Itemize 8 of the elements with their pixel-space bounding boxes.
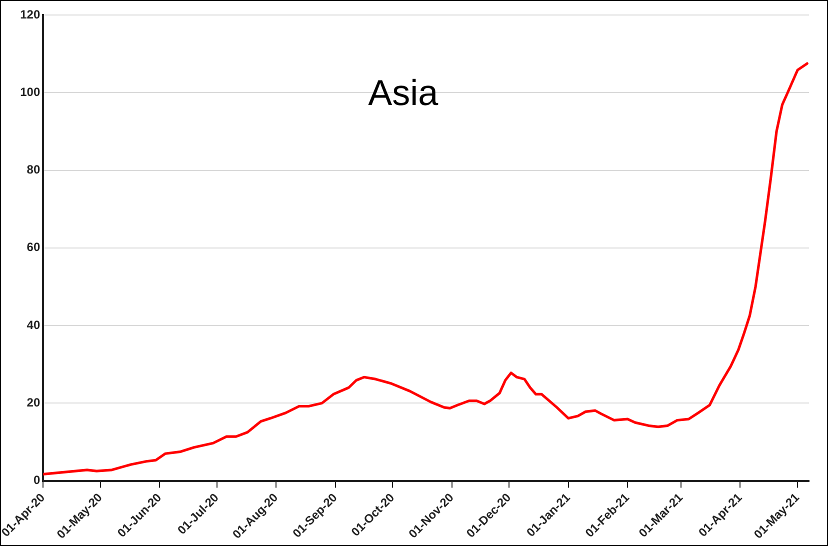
y-tick-label: 60 bbox=[26, 240, 40, 254]
text: Asia bbox=[368, 72, 440, 113]
y-tick-label: 40 bbox=[26, 318, 40, 332]
y-tick-label: 20 bbox=[26, 395, 40, 410]
y-tick-label: 100 bbox=[20, 84, 40, 99]
y-tick-label: 80 bbox=[26, 162, 40, 177]
y-tick-label: 120 bbox=[20, 7, 40, 22]
y-tick-label: 0 bbox=[33, 473, 40, 488]
